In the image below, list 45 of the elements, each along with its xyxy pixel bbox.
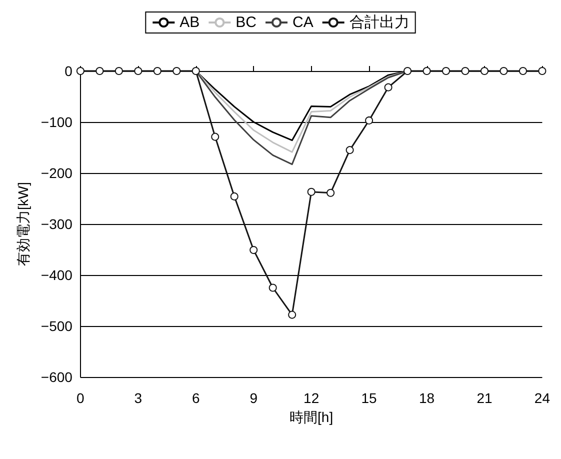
legend-label: BC [236,14,257,31]
y-tick-label: −200 [40,165,73,181]
point [500,67,508,75]
point [96,67,104,75]
point [307,188,316,196]
point [250,246,258,254]
x-tick-label: 6 [192,390,200,406]
point [326,188,335,197]
x-tick-label: 12 [304,390,320,406]
y-axis-title: 有効電力[kW] [15,182,31,266]
point [518,67,527,75]
point [114,67,123,75]
point [268,284,277,292]
y-tick-label: −300 [40,216,73,232]
legend-label: AB [180,14,200,31]
x-tick-label: 0 [76,390,85,406]
y-tick-label: 0 [64,63,73,79]
point [365,116,374,124]
point [288,310,296,319]
x-tick-label: 9 [250,390,258,406]
y-tick-label: −400 [40,267,73,283]
point [346,146,354,154]
point [172,67,181,75]
y-tick-label: −100 [40,114,73,130]
legend-label: CA [292,14,314,31]
x-tick-label: 21 [476,390,492,406]
x-tick-label: 18 [418,390,435,406]
point [211,132,220,141]
point [384,83,392,92]
x-tick-label: 15 [361,390,378,406]
point [230,192,238,200]
point [134,67,142,75]
x-axis-title: 時間[h] [290,408,334,425]
point [404,67,412,75]
legend-label: 合計出力 [349,14,410,31]
point [153,67,162,75]
y-tick-label: −600 [40,369,73,385]
point [422,67,431,75]
y-tick-label: −500 [40,318,73,334]
x-tick-label: 3 [134,390,142,406]
point [192,67,200,75]
point [442,67,450,75]
point [461,67,470,75]
point [480,67,488,75]
x-tick-label: 24 [534,390,550,406]
